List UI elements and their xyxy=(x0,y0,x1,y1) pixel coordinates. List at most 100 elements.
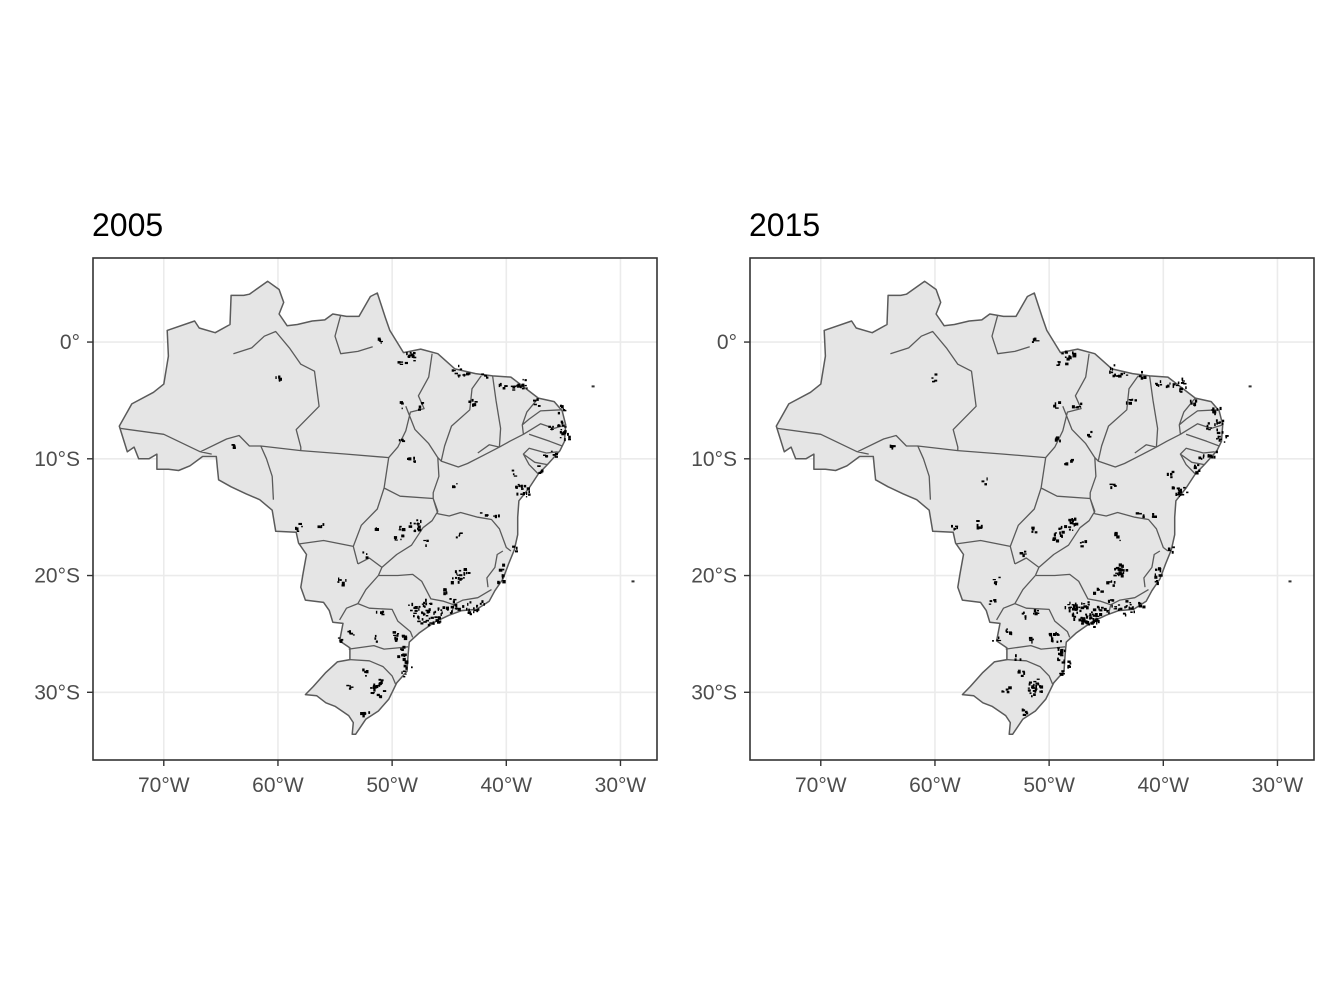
urban-cluster-patch xyxy=(455,536,458,539)
urban-cluster-patch xyxy=(1216,422,1218,425)
urban-cluster-patch xyxy=(423,539,427,542)
urban-cluster-patch xyxy=(1060,648,1064,652)
urban-cluster-patch xyxy=(1106,610,1109,613)
urban-cluster-patch xyxy=(1017,669,1021,671)
urban-cluster-patch xyxy=(457,374,461,377)
urban-cluster-patch xyxy=(1134,399,1137,402)
urban-cluster-patch xyxy=(402,635,404,638)
urban-cluster-patch xyxy=(408,457,412,461)
urban-cluster-patch xyxy=(1179,493,1182,496)
urban-cluster-patch xyxy=(525,496,528,498)
urban-cluster-patch xyxy=(469,613,472,616)
urban-cluster-patch xyxy=(1112,584,1115,587)
urban-cluster-patch xyxy=(1068,356,1071,360)
urban-cluster-patch xyxy=(979,526,983,529)
urban-cluster-patch xyxy=(418,405,422,409)
urban-cluster-patch xyxy=(1116,375,1119,377)
urban-cluster-patch xyxy=(564,438,566,442)
urban-cluster-patch xyxy=(1121,564,1124,568)
urban-cluster-patch xyxy=(1080,616,1083,618)
urban-cluster-patch xyxy=(413,352,416,355)
axis-ticks xyxy=(87,341,622,766)
urban-cluster-patch xyxy=(502,574,505,578)
urban-cluster-patch xyxy=(1109,483,1113,486)
urban-cluster-patch xyxy=(524,379,527,382)
urban-cluster-patch xyxy=(1026,712,1029,715)
urban-cluster-patch xyxy=(278,375,281,379)
urban-cluster-patch xyxy=(1089,613,1092,617)
urban-cluster-patch xyxy=(1072,519,1074,523)
urban-cluster-patch xyxy=(411,666,413,669)
urban-cluster-patch xyxy=(401,529,406,531)
urban-cluster-patch xyxy=(463,569,468,571)
urban-cluster-patch xyxy=(399,363,404,365)
urban-cluster-patch xyxy=(552,425,554,428)
urban-cluster-patch xyxy=(401,648,404,651)
urban-cluster-patch xyxy=(1193,403,1196,407)
urban-cluster-patch xyxy=(1084,620,1088,624)
urban-cluster-patch xyxy=(1059,534,1063,537)
urban-cluster-patch xyxy=(1033,612,1035,615)
urban-cluster-patch xyxy=(338,579,340,581)
x-tick-label: 40°W xyxy=(1138,774,1190,797)
urban-cluster-patch xyxy=(1209,427,1212,429)
urban-cluster-patch xyxy=(1118,374,1122,378)
urban-cluster-patch xyxy=(1027,689,1031,692)
urban-cluster-patch xyxy=(989,600,993,603)
urban-cluster-patch xyxy=(1113,364,1116,367)
urban-cluster-patch xyxy=(956,526,958,530)
urban-cluster-patch xyxy=(1064,350,1068,354)
urban-cluster-patch xyxy=(1114,373,1116,377)
urban-cluster-patch xyxy=(501,576,504,579)
urban-clusters xyxy=(231,337,571,718)
urban-cluster-patch xyxy=(1090,622,1094,625)
urban-cluster-patch xyxy=(1198,469,1201,472)
urban-cluster-patch xyxy=(1221,422,1224,425)
urban-cluster-patch xyxy=(984,483,987,486)
urban-cluster-patch xyxy=(458,364,460,368)
urban-cluster-patch xyxy=(1135,512,1140,515)
urban-cluster-patch xyxy=(1122,571,1125,574)
y-tick-label: 0° xyxy=(717,331,737,354)
urban-cluster-patch xyxy=(321,525,323,529)
urban-cluster-patch xyxy=(1207,422,1210,425)
urban-cluster-patch xyxy=(1190,402,1193,405)
urban-cluster-patch xyxy=(363,711,366,716)
urban-cluster-patch xyxy=(479,602,482,605)
urban-cluster-patch xyxy=(394,637,398,641)
urban-cluster-patch xyxy=(1071,604,1075,606)
urban-cluster-patch xyxy=(1177,492,1181,496)
urban-cluster-patch xyxy=(1219,406,1222,411)
urban-cluster-patch xyxy=(1072,523,1076,525)
urban-cluster-patch xyxy=(1129,603,1132,606)
urban-cluster-patch xyxy=(1081,622,1084,625)
urban-cluster-patch xyxy=(463,573,466,576)
urban-cluster-patch xyxy=(1060,525,1063,529)
urban-cluster-patch xyxy=(1186,491,1189,494)
urban-cluster-patch xyxy=(414,610,418,612)
urban-cluster-patch xyxy=(481,600,484,604)
urban-cluster-patch xyxy=(1074,604,1078,607)
urban-cluster-patch xyxy=(1061,530,1065,534)
axis-ticks xyxy=(744,341,1279,766)
urban-cluster-patch xyxy=(1075,522,1079,526)
urban-cluster-patch xyxy=(1167,384,1170,388)
urban-cluster-patch xyxy=(1091,613,1094,616)
urban-cluster-patch xyxy=(1131,606,1134,609)
urban-cluster-patch xyxy=(381,613,385,616)
urban-cluster-patch xyxy=(537,405,541,407)
urban-cluster-patch xyxy=(349,632,354,635)
urban-cluster-patch xyxy=(454,372,458,375)
island-marker xyxy=(1248,385,1252,388)
urban-cluster-patch xyxy=(1056,640,1059,643)
urban-cluster-patch xyxy=(457,607,461,611)
urban-cluster-patch xyxy=(1053,533,1056,537)
urban-cluster-patch xyxy=(559,437,562,439)
urban-cluster-patch xyxy=(392,631,397,634)
urban-cluster-patch xyxy=(352,634,355,636)
urban-cluster-patch xyxy=(980,524,983,529)
urban-cluster-patch xyxy=(1176,487,1180,490)
urban-cluster-patch xyxy=(1214,412,1216,416)
x-tick-label: 60°W xyxy=(252,774,304,797)
urban-cluster-patch xyxy=(1087,433,1090,437)
